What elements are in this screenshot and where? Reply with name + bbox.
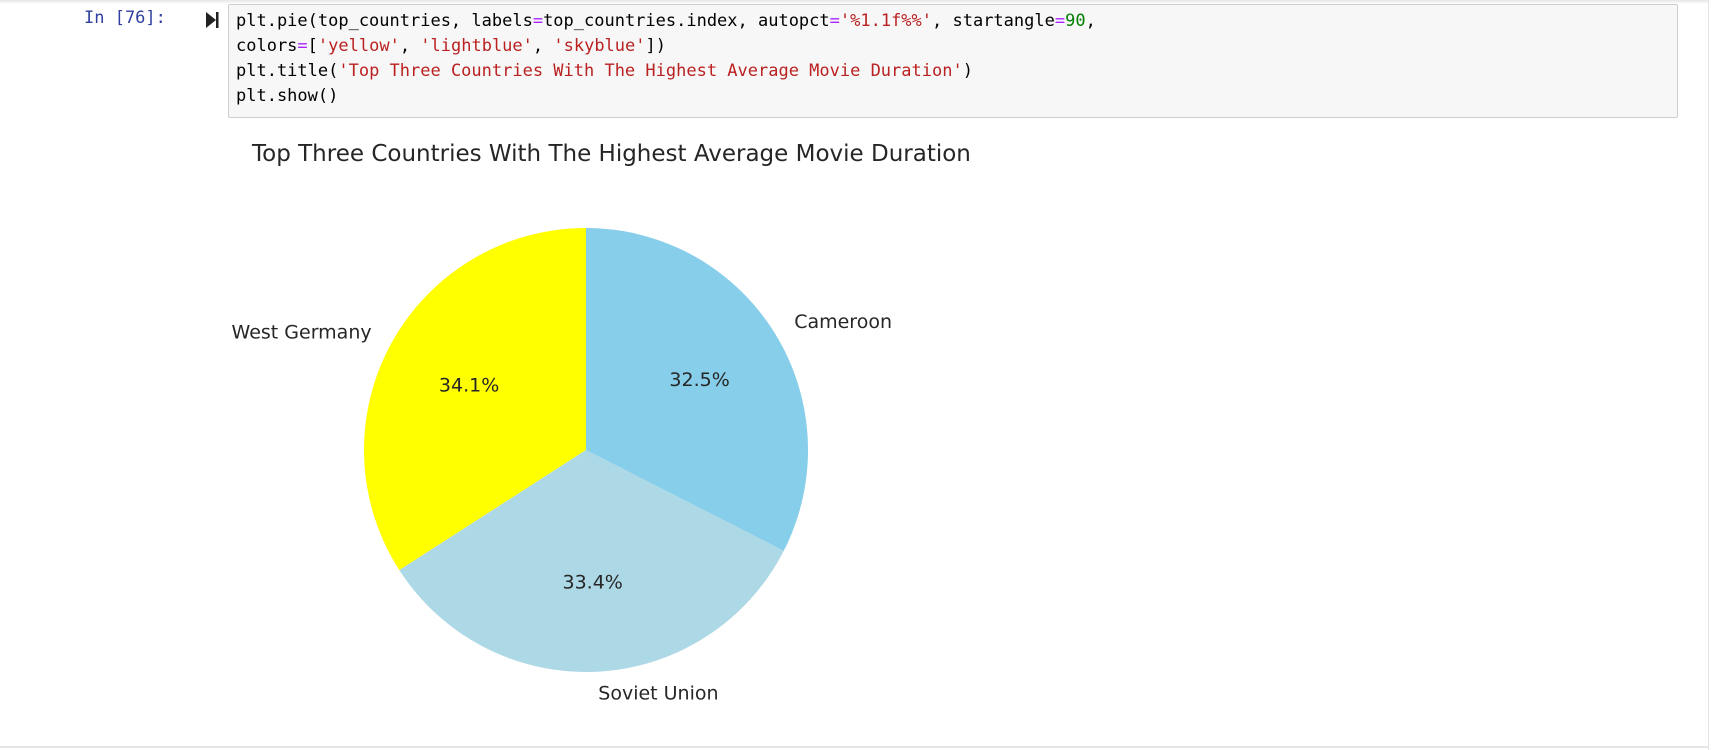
cell-prompt: In [76]: [84,8,166,28]
pie-labels: 34.1% West Germany 33.4% Soviet Union 32.5% C… [232,311,892,704]
chart-title: Top Three Countries With The Highest Ave… [251,141,971,167]
pie-chart: Top Three Countries With The Highest Ave… [232,141,971,704]
scrollbar-gutter[interactable] [1708,0,1720,750]
code-token: plt.show() [236,86,339,106]
code-token: = [829,11,840,31]
code-token: , startangle [932,11,1055,31]
code-token: 90 [1065,11,1086,31]
code-token: 'lightblue' [420,36,533,56]
slice-category-label: Soviet Union [598,682,718,704]
slice-category-label: Cameroon [794,311,892,333]
code-line: plt.show() [236,86,338,106]
cell-divider [0,746,1708,748]
code-token: = [1054,11,1066,31]
code-line: plt.title('Top Three Countries With The … [236,61,973,81]
top-shadow [0,0,1708,4]
code-token: ) [962,61,973,81]
pie-slice [364,228,586,571]
code-line: colors=['yellow', 'lightblue', 'skyblue'… [236,36,666,56]
code-token: top_countries.index, autopct [543,11,830,31]
slice-category-label: West Germany [232,322,372,344]
code-line: plt.pie(top_countries, labels=top_countr… [236,11,1096,31]
pie-slices [364,228,809,672]
cell-output: Top Three Countries With The Highest Ave… [228,128,1678,740]
code-cell-input[interactable]: plt.pie(top_countries, labels=top_countr… [228,4,1678,118]
code-token: [ [307,36,318,56]
code-token: ]) [645,36,666,56]
slice-percent-label: 33.4% [563,572,623,594]
code-token: , [532,36,554,56]
pie-slice [399,450,784,672]
code-token: 'yellow' [317,36,400,56]
code-token: , [1085,11,1096,31]
code-token: = [297,36,308,56]
slice-percent-label: 34.1% [439,375,499,397]
code-token: plt.title( [236,61,339,81]
slice-percent-label: 32.5% [669,369,729,391]
run-cell-icon[interactable] [205,11,219,29]
pie-slice [586,228,809,551]
code-token: '%1.1f%%' [839,11,933,31]
code-token: 'Top Three Countries With The Highest Av… [338,61,963,81]
code-token: plt.pie(top_countries, labels [236,11,533,31]
code-token: = [532,11,544,31]
code-token: , [399,36,421,56]
code-token: 'skyblue' [553,36,646,56]
code-token: colors [236,36,298,56]
